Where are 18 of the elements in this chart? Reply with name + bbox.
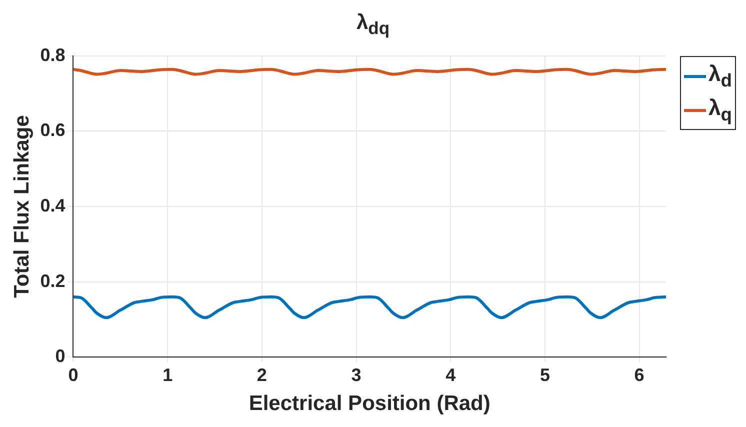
chart-title: λ$_{dq}$ xyxy=(355,10,391,40)
x-tick-label: 6 xyxy=(634,364,644,385)
line-series xyxy=(73,295,666,320)
x-tick-label: 5 xyxy=(540,364,550,385)
x-tick-label: 0 xyxy=(68,364,78,385)
x-tick-label: 1 xyxy=(162,364,173,385)
y-tick-label: 0.6 xyxy=(40,120,66,140)
y-tick-label: 0 xyxy=(55,346,66,366)
legend-label: λ$_{q}$ xyxy=(708,94,732,126)
y-tick-label: 0.2 xyxy=(40,270,66,291)
x-axis-title: Electrical Position (Rad) xyxy=(248,392,490,416)
legend-label: λ$_{d}$ xyxy=(708,60,732,92)
x-tick-label: 3 xyxy=(351,364,362,385)
y-tick-label: 0.4 xyxy=(40,195,66,216)
x-tick-label: 4 xyxy=(446,364,456,385)
y-axis-title: Total Flux Linkage xyxy=(10,115,34,298)
y-tick-label: 0.8 xyxy=(40,44,66,65)
x-tick-label: 2 xyxy=(256,364,267,385)
